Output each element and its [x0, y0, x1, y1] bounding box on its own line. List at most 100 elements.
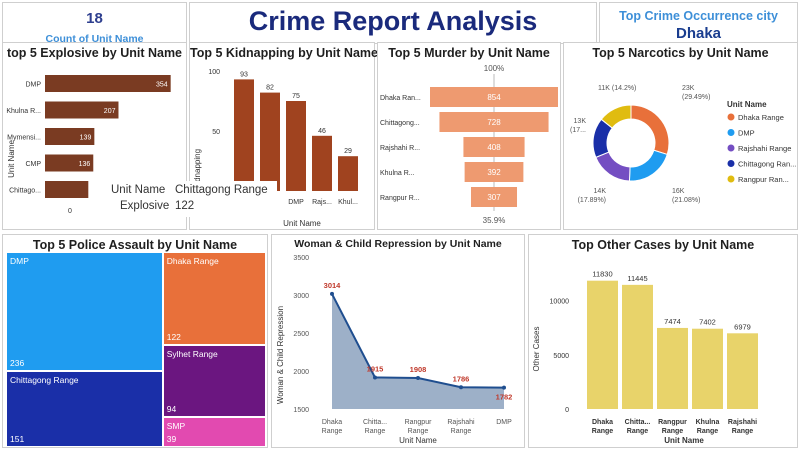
repression-category-label: Rajshahi — [447, 419, 475, 426]
explosive-bar[interactable] — [45, 154, 94, 172]
other-panel[interactable]: Top Other Cases by Unit Name 0 5000 10000 1… — [528, 234, 798, 448]
assault-title: Top 5 Police Assault by Unit Name — [32, 238, 238, 252]
narcotics-slice[interactable] — [628, 149, 668, 182]
narcotics-slice[interactable] — [595, 151, 631, 182]
narcotics-legend-label[interactable]: Dhaka Range — [738, 113, 784, 122]
other-data-label: 11830 — [592, 270, 612, 279]
kidnapping-bar[interactable] — [234, 79, 254, 191]
assault-tile-label: SMP — [166, 421, 186, 432]
other-y-tick: 0 — [565, 407, 569, 414]
kidnapping-bar[interactable] — [312, 135, 332, 191]
other-category-label-line2: Range — [697, 428, 719, 435]
murder-panel[interactable]: Top 5 Murder by Unit Name 100% 854 Dhaka … — [377, 42, 561, 230]
other-data-label: 7474 — [664, 317, 681, 326]
narcotics-legend-marker — [727, 160, 735, 167]
other-bar[interactable] — [657, 327, 688, 409]
kpi-value: 18 — [86, 10, 103, 27]
assault-tile[interactable]: DMP 236 — [6, 252, 163, 371]
kidnapping-bar[interactable] — [260, 92, 280, 191]
murder-category-label: Chittagong... — [380, 120, 420, 127]
narcotics-slice[interactable] — [600, 104, 632, 129]
narcotics-pct-label: (17.89%) — [578, 197, 606, 204]
repression-category-label-line2: Range — [322, 428, 343, 435]
explosive-data-label: 139 — [80, 135, 92, 142]
explosive-bar[interactable] — [45, 181, 89, 198]
explosive-bar[interactable] — [45, 128, 95, 145]
other-category-label: Rajshahi — [728, 419, 757, 426]
murder-chart: 100% 854 Dhaka Ran... 728 Chittagong... 408 R… — [380, 64, 558, 225]
tooltip-key-2: Explosive — [120, 200, 170, 212]
narcotics-legend-label[interactable]: DMP — [738, 129, 755, 138]
other-bar[interactable] — [587, 280, 618, 409]
murder-funnel-bar[interactable] — [430, 87, 558, 107]
murder-data-label: 392 — [487, 168, 501, 177]
kidnapping-title: Top 5 Kidnapping by Unit Name — [190, 46, 378, 60]
other-bar[interactable] — [727, 333, 758, 409]
assault-panel[interactable]: Top 5 Police Assault by Unit Name DMP 236… — [2, 234, 268, 448]
kidnapping-bar[interactable] — [338, 156, 358, 191]
assault-tile[interactable]: Dhaka Range 122 — [162, 252, 266, 346]
other-y-tick: 10000 — [550, 299, 570, 306]
explosive-bar[interactable] — [45, 101, 119, 119]
assault-treemap: DMP 236 Chittagong Range 151 Dhaka Range 122 S… — [6, 252, 266, 447]
murder-funnel-bar[interactable] — [470, 187, 518, 207]
other-data-label: 7402 — [699, 318, 716, 327]
narcotics-slice[interactable] — [630, 104, 670, 156]
other-ylabel: Other Cases — [532, 327, 541, 372]
murder-funnel-bar[interactable] — [463, 137, 525, 157]
narcotics-legend-label[interactable]: Chittagong Ran... — [738, 160, 796, 169]
narcotics-legend-marker — [727, 175, 735, 183]
narcotics-pct-label: (21.08%) — [672, 197, 700, 204]
repression-point[interactable] — [502, 385, 506, 390]
murder-funnel-bar[interactable] — [464, 162, 524, 182]
repression-data-label: 1786 — [453, 374, 470, 383]
page-title: Crime Report Analysis — [248, 6, 538, 36]
explosive-category-label: Chittago... — [9, 188, 41, 195]
other-bar[interactable] — [622, 284, 653, 409]
murder-category-label: Rangpur R... — [380, 195, 420, 202]
narcotics-legend-label[interactable]: Rangpur Ran... — [738, 175, 789, 184]
murder-bottom-pct: 35.9% — [483, 216, 506, 225]
kidnapping-xlabel: Unit Name — [283, 219, 321, 228]
other-category-label-line2: Range — [662, 428, 684, 435]
title-card: Crime Report Analysis — [189, 2, 597, 44]
repression-point[interactable] — [330, 291, 334, 296]
assault-tile[interactable]: Sylhet Range 94 — [162, 345, 266, 418]
explosive-data-label: 207 — [104, 108, 116, 115]
kidnapping-y-tick: 50 — [212, 129, 220, 136]
repression-title: Woman & Child Repression by Unit Name — [294, 238, 502, 250]
explosive-bar[interactable] — [45, 75, 171, 92]
top-city-card: Top Crime Occurrence city Dhaka — [599, 2, 798, 44]
murder-data-label: 854 — [487, 93, 501, 102]
other-category-label: Dhaka — [592, 419, 613, 426]
other-bar[interactable] — [692, 328, 723, 409]
repression-panel[interactable]: Woman & Child Repression by Unit Name 15… — [271, 234, 525, 448]
repression-point[interactable] — [373, 375, 377, 380]
kidnapping-bar[interactable] — [286, 101, 306, 191]
tooltip-key-1: Unit Name — [111, 184, 166, 196]
other-xlabel: Unit Name — [664, 436, 704, 445]
kidnapping-ylabel: Kidnapping — [193, 149, 202, 189]
explosive-panel[interactable]: top 5 Explosive by Unit Name DMP 354 Khuln… — [2, 42, 277, 230]
repression-data-label: 1782 — [496, 393, 513, 402]
narcotics-value-label: 16K — [672, 188, 685, 195]
narcotics-legend-label[interactable]: Rajshahi Range — [738, 144, 791, 153]
kidnapping-y-tick: 100 — [208, 69, 220, 76]
murder-funnel-bar[interactable] — [439, 112, 549, 132]
kidnapping-category-label: Khul... — [338, 199, 358, 206]
other-data-label: 6979 — [734, 322, 751, 331]
repression-point[interactable] — [459, 385, 463, 390]
repression-point[interactable] — [416, 375, 420, 380]
repression-category-label: DMP — [496, 419, 512, 426]
repression-category-label-line2: Range — [451, 428, 472, 435]
narcotics-legend-marker — [727, 129, 735, 136]
narcotics-legend-title: Unit Name — [727, 100, 767, 109]
narcotics-panel[interactable]: Top 5 Narcotics by Unit Name 23K (29.49%)… — [563, 42, 798, 230]
kidnapping-data-label: 29 — [344, 148, 352, 155]
assault-tile-value: 122 — [166, 332, 181, 343]
assault-tile[interactable]: SMP 39 — [162, 417, 266, 447]
assault-tile-value: 94 — [166, 404, 177, 415]
repression-category-label: Dhaka — [322, 419, 342, 426]
assault-tile[interactable]: Chittagong Range 151 — [6, 370, 163, 447]
